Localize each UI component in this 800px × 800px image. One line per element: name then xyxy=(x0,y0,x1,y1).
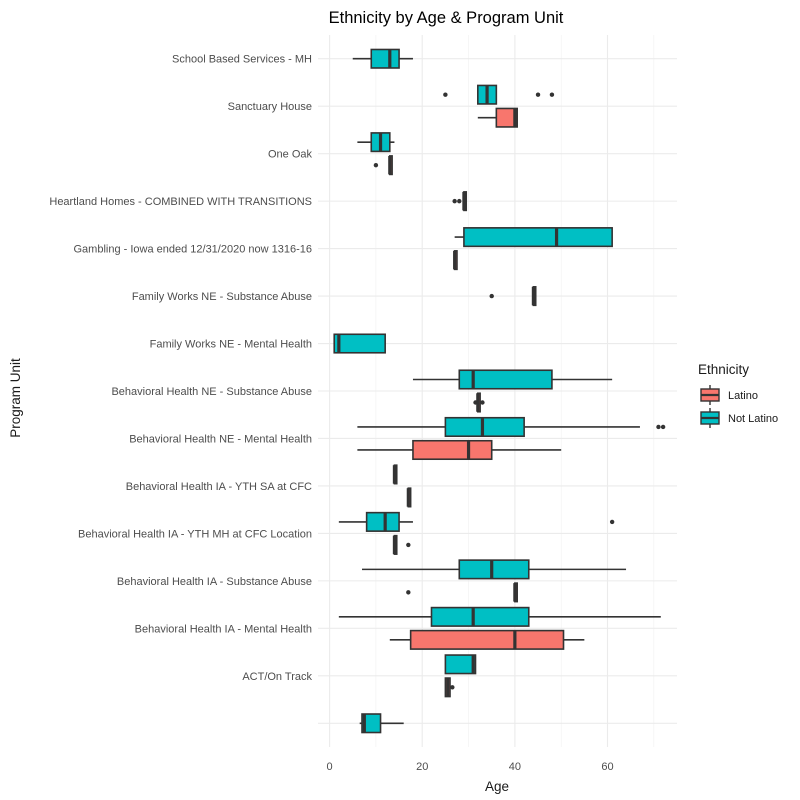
box-family-works-ne-mental-health-not-latino xyxy=(333,333,386,354)
box-gambling-iowa-ended-12-31-2020-now-1316-16-not-latino xyxy=(454,227,613,248)
box-behavioral-health-ne-substance-abuse-latino xyxy=(473,392,485,413)
y-tick-label: Behavioral Health IA - YTH MH at CFC Loc… xyxy=(78,528,312,540)
box-behavioral-health-ia-mental-health-not-latino xyxy=(338,606,661,627)
box-blank-not-latino xyxy=(359,713,404,734)
box-outlier xyxy=(660,424,666,430)
legend-label: Latino xyxy=(728,390,758,402)
box-outlier xyxy=(489,293,494,299)
y-tick-label: Behavioral Health IA - YTH SA at CFC xyxy=(126,481,312,493)
box-behavioral-health-ne-mental-health-not-latino xyxy=(357,416,666,438)
box-iqr xyxy=(365,511,400,532)
box-behavioral-health-ia-yth-mh-at-cfc-location-not-latino xyxy=(338,511,615,532)
box-act-on-track-latino xyxy=(444,677,455,698)
y-tick-label: Behavioral Health IA - Substance Abuse xyxy=(117,576,312,588)
box-iqr xyxy=(361,713,382,734)
box-iqr xyxy=(444,654,477,675)
box-iqr xyxy=(463,227,613,248)
box-behavioral-health-ia-substance-abuse-not-latino xyxy=(362,559,627,580)
box-outlier xyxy=(457,198,462,204)
legend-key-not-latino: Not Latino xyxy=(700,408,778,428)
box-school-based-services-mh-not-latino xyxy=(352,48,413,69)
box-act-on-track-not-latino xyxy=(444,654,477,675)
box-one-oak-not-latino xyxy=(357,132,395,153)
box-behavioral-health-ia-mental-health-latino xyxy=(389,629,585,650)
box-iqr xyxy=(458,369,553,390)
y-tick-label: School Based Services - MH xyxy=(172,54,312,66)
chart-title: Ethnicity by Age & Program Unit xyxy=(329,9,564,27)
box-iqr xyxy=(409,629,565,650)
box-outlier xyxy=(373,162,379,168)
y-tick-label: Family Works NE - Substance Abuse xyxy=(132,291,312,303)
legend: Ethnicity Latino Not Latino xyxy=(698,362,778,428)
y-tick-label: Heartland Homes - COMBINED WITH TRANSITI… xyxy=(49,196,312,208)
y-tick-label: Family Works NE - Mental Health xyxy=(150,339,312,351)
box-behavioral-health-ia-yth-mh-at-cfc-location-latino xyxy=(392,534,411,555)
legend-title: Ethnicity xyxy=(698,362,749,377)
x-tick-label: 0 xyxy=(327,761,333,773)
y-tick-label: Sanctuary House xyxy=(228,101,312,113)
box-gambling-iowa-ended-12-31-2020-now-1316-16-latino xyxy=(453,250,458,271)
box-outlier xyxy=(443,92,448,97)
plot-boxes xyxy=(333,48,666,734)
box-outlier xyxy=(406,590,411,595)
y-tick-label: ACT/On Track xyxy=(242,671,312,683)
x-tick-label: 20 xyxy=(416,761,428,773)
y-axis-title: Program Unit xyxy=(8,358,23,438)
box-iqr xyxy=(370,48,400,69)
box-iqr xyxy=(444,416,525,438)
box-iqr xyxy=(333,333,386,354)
box-outlier xyxy=(549,92,555,97)
box-outlier xyxy=(452,198,457,204)
x-tick-labels: 0 20 40 60 xyxy=(327,761,614,773)
y-tick-label: One Oak xyxy=(268,149,313,161)
box-heartland-homes-combined-with-transitions-not-latino xyxy=(452,191,468,212)
x-tick-label: 40 xyxy=(509,761,521,773)
y-tick-labels: ACT/On Track Behavioral Health IA - Menta… xyxy=(49,54,312,683)
grid-lines xyxy=(318,35,677,747)
x-tick-label: 60 xyxy=(601,761,613,773)
y-tick-label: Behavioral Health IA - Mental Health xyxy=(135,623,312,635)
box-outlier xyxy=(535,92,541,97)
box-outlier xyxy=(609,519,615,525)
box-iqr xyxy=(458,559,530,580)
box-behavioral-health-ia-yth-sa-at-cfc-not-latino xyxy=(392,464,398,485)
box-outlier xyxy=(473,400,478,405)
box-outlier xyxy=(450,685,455,690)
box-iqr xyxy=(430,606,530,627)
box-behavioral-health-ia-substance-abuse-latino xyxy=(406,582,518,603)
legend-key-latino: Latino xyxy=(700,385,758,405)
box-one-oak-latino xyxy=(373,155,393,176)
y-tick-label: Behavioral Health NE - Mental Health xyxy=(129,433,312,445)
y-tick-label: Gambling - Iowa ended 12/31/2020 now 131… xyxy=(73,244,312,256)
box-behavioral-health-ia-yth-sa-at-cfc-latino xyxy=(406,487,412,508)
box-behavioral-health-ne-mental-health-latino xyxy=(357,439,562,461)
y-tick-label: Behavioral Health NE - Substance Abuse xyxy=(111,386,312,398)
box-sanctuary-house-latino xyxy=(477,107,518,128)
box-outlier xyxy=(480,400,485,405)
box-iqr xyxy=(412,439,493,461)
box-iqr xyxy=(495,107,518,128)
box-family-works-ne-substance-abuse-not-latino xyxy=(489,286,537,307)
box-outlier xyxy=(656,424,661,430)
x-axis-title: Age xyxy=(485,779,509,794)
box-behavioral-health-ne-substance-abuse-not-latino xyxy=(412,369,613,390)
legend-label: Not Latino xyxy=(728,413,778,425)
box-sanctuary-house-not-latino xyxy=(443,84,555,105)
box-outlier xyxy=(406,542,411,548)
